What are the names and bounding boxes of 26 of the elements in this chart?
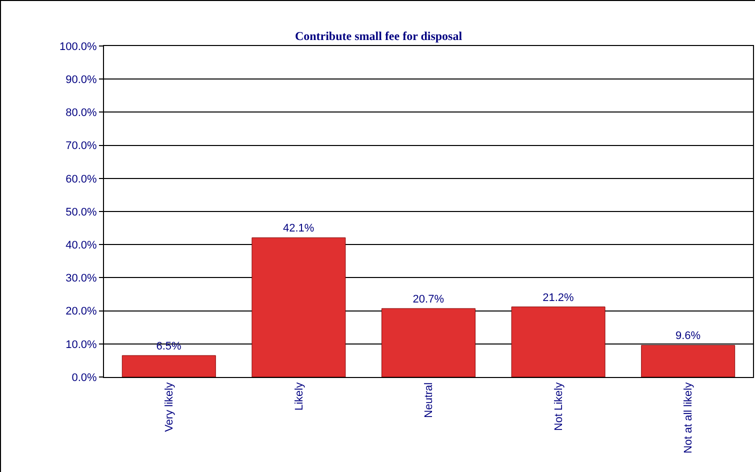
bar <box>122 355 216 377</box>
data-label: 42.1% <box>282 222 314 235</box>
y-tick-label: 100.0% <box>59 40 98 53</box>
bar <box>511 306 606 377</box>
y-tick-label: 50.0% <box>66 206 98 218</box>
data-label: 20.7% <box>412 293 444 306</box>
data-label: 9.6% <box>675 330 701 342</box>
y-tick-label: 70.0% <box>66 140 98 152</box>
bar <box>641 344 736 377</box>
y-tick-label: 90.0% <box>66 74 98 86</box>
x-tick-label: Neutral <box>423 382 436 418</box>
chart-title: Contribute small fee for disposal <box>294 29 463 44</box>
y-tick-label: 20.0% <box>66 306 98 318</box>
y-tick-label: 80.0% <box>66 107 98 120</box>
x-tick-label: Very likely <box>163 382 176 432</box>
bar <box>252 237 346 377</box>
data-label: 21.2% <box>542 292 574 304</box>
y-tick-label: 60.0% <box>66 173 98 186</box>
x-tick-label: Not at all likely <box>682 382 695 454</box>
y-tick-label: 10.0% <box>66 338 98 351</box>
y-tick-label: 30.0% <box>66 272 98 285</box>
y-tick-label: 0.0% <box>72 372 98 384</box>
x-tick-label: Not Likely <box>552 382 565 431</box>
y-tick-label: 40.0% <box>66 239 98 252</box>
bar <box>382 308 476 377</box>
x-tick-label: Likely <box>293 382 306 411</box>
